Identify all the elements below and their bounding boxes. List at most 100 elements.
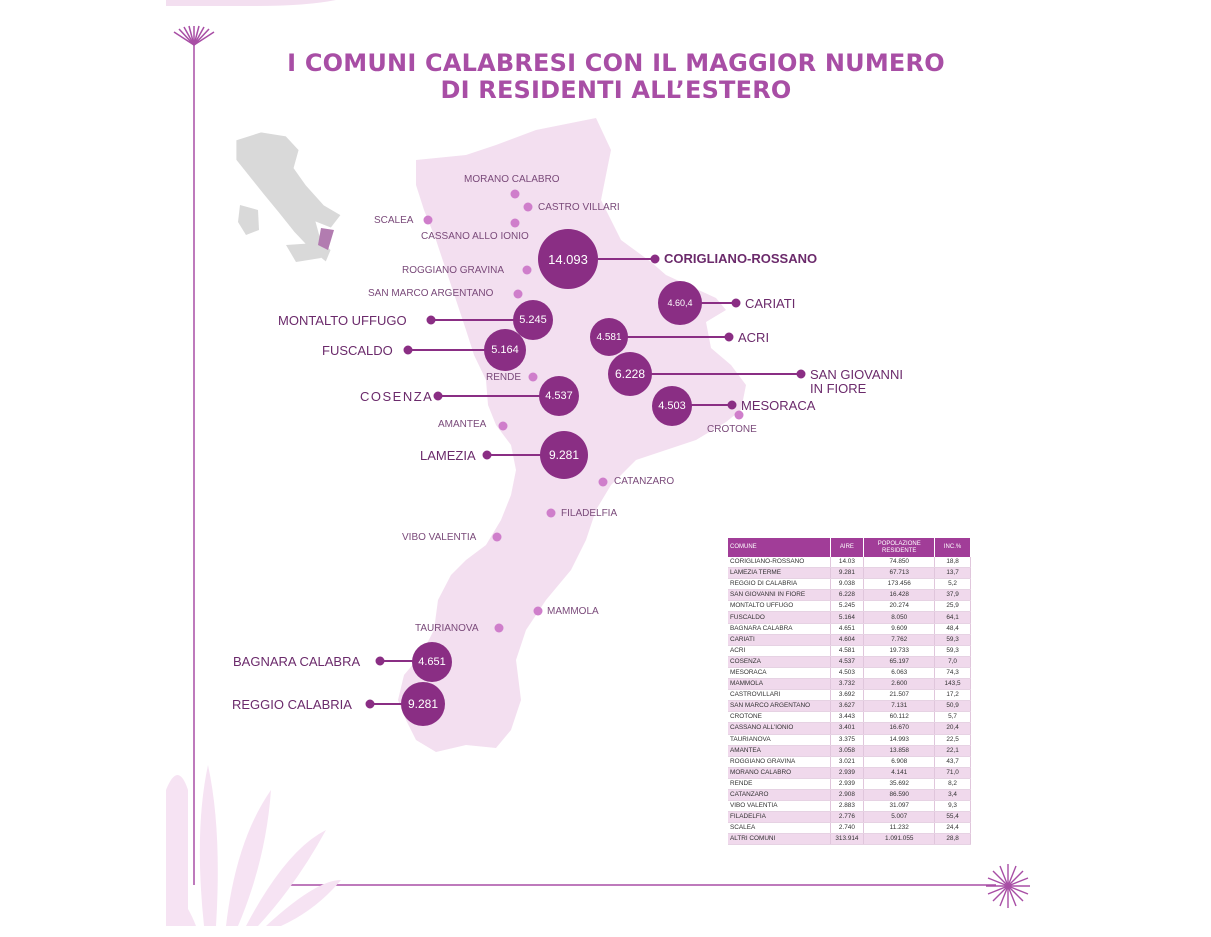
table-cell: 7.131	[863, 700, 936, 713]
place-label-vibo-valentia: VIBO VALENTIA	[402, 532, 477, 543]
table-cell: CATANZARO	[728, 789, 831, 802]
bubble-corigliano-rossano: 14.093	[538, 229, 598, 289]
table-row: LAMEZIA TERME 9.281 67.713 13,7	[728, 567, 971, 580]
table-cell: 5.245	[830, 600, 865, 613]
table-cell: 31.097	[863, 800, 936, 813]
table-cell: 48,4	[934, 623, 971, 635]
place-label-scalea: SCALEA	[374, 215, 414, 226]
bubble-bagnara-calabra: 4.651	[412, 642, 452, 682]
table-cell: 74,3	[934, 667, 971, 680]
place-label-rende: RENDE	[486, 372, 522, 383]
table-cell: 11.232	[863, 822, 936, 835]
table-cell: ACRI	[728, 645, 831, 657]
table-cell: SAN GIOVANNI IN FIORE	[728, 589, 831, 602]
table-row: MESORACA 4.503 6.063 74,3	[728, 667, 971, 680]
table-cell: 143,5	[934, 678, 971, 691]
place-label-acri: ACRI	[738, 330, 770, 345]
place-label-cassano-allo-ionio: CASSANO ALLO IONIO	[421, 231, 529, 242]
table-cell: 16.428	[863, 589, 936, 602]
table-cell: REGGIO DI CALABRIA	[728, 578, 831, 591]
place-label-crotone: CROTONE	[707, 424, 757, 435]
place-label-castro-villari: CASTRO VILLARI	[538, 202, 620, 213]
table-cell: 16.670	[863, 722, 936, 735]
table-cell: 18,8	[934, 557, 971, 569]
table-cell: 13,7	[934, 567, 971, 580]
table-cell: 3.021	[830, 756, 865, 768]
table-row: COSENZA 4.537 65.197 7,0	[728, 656, 971, 668]
table-cell: 65.197	[863, 656, 936, 668]
table-cell: 1.091.055	[863, 833, 936, 846]
table-cell: 2.908	[830, 789, 865, 802]
table-row: CARIATI 4.604 7.762 59,3	[728, 634, 971, 646]
table-row: AMANTEA 3.058 13.858 22,1	[728, 745, 971, 757]
table-cell: 59,3	[934, 645, 971, 657]
place-label-fuscaldo: FUSCALDO	[322, 343, 393, 358]
table-cell: 17,2	[934, 689, 971, 702]
table-cell: 14.03	[830, 557, 865, 569]
place-label-in-fiore: IN FIORE	[810, 381, 867, 396]
place-label-mesoraca: MESORACA	[741, 398, 816, 413]
table-row: SAN MARCO ARGENTANO 3.627 7.131 50,9	[728, 700, 971, 713]
table-cell: 6.228	[830, 589, 865, 602]
table-row: RENDE 2.939 35.692 8,2	[728, 778, 971, 790]
table-row: MONTALTO UFFUGO 5.245 20.274 25,9	[728, 600, 971, 613]
table-cell: FUSCALDO	[728, 611, 831, 624]
place-label-mammola: MAMMOLA	[547, 606, 599, 617]
table-cell: 9.281	[830, 567, 865, 580]
table-cell: 4.581	[830, 645, 865, 657]
table-cell: 35.692	[863, 778, 936, 790]
table-cell: 37,9	[934, 589, 971, 602]
bubble-acri: 4.581	[590, 318, 628, 356]
table-cell: VIBO VALENTIA	[728, 800, 831, 813]
table-cell: RENDE	[728, 778, 831, 790]
place-label-roggiano-gravina: ROGGIANO GRAVINA	[402, 265, 505, 276]
table-cell: SCALEA	[728, 822, 831, 835]
table-cell: 4.604	[830, 634, 865, 646]
table-row: ACRI 4.581 19.733 59,3	[728, 645, 971, 657]
table-cell: 25,9	[934, 600, 971, 613]
table-row: CORIGLIANO-ROSSANO 14.03 74.850 18,8	[728, 557, 971, 569]
table-cell: MESORACA	[728, 667, 831, 680]
table-cell: 3.443	[830, 711, 865, 724]
infographic-poster: I COMUNI CALABRESI CON IL MAGGIOR NUMERO…	[166, 0, 1066, 926]
table-cell: 3.401	[830, 722, 865, 735]
table-row: REGGIO DI CALABRIA 9.038 173.456 5,2	[728, 578, 971, 591]
table-cell: 60.112	[863, 711, 936, 724]
bubble-mesoraca: 4.503	[652, 386, 692, 426]
table-cell: 2.600	[863, 678, 936, 691]
table-cell: 67.713	[863, 567, 936, 580]
place-label-catanzaro: CATANZARO	[614, 476, 675, 487]
table-cell: MONTALTO UFFUGO	[728, 600, 831, 613]
bubble-cosenza: 4.537	[539, 376, 579, 416]
table-cell: 13.858	[863, 745, 936, 757]
table-row: FILADELFIA 2.776 5.007 55,4	[728, 811, 971, 824]
column-header-popolazione-residente: POPOLAZIONE RESIDENTE	[863, 538, 936, 557]
table-cell: 9.609	[863, 623, 936, 635]
table-row: ROGGIANO GRAVINA 3.021 6.908 43,7	[728, 756, 971, 768]
place-label-cosenza: COSENZA	[360, 389, 434, 404]
table-cell: 4.141	[863, 767, 936, 779]
table-cell: COSENZA	[728, 656, 831, 668]
table-cell: 64,1	[934, 611, 971, 624]
title-line-1: I COMUNI CALABRESI CON IL MAGGIOR NUMERO	[287, 49, 945, 77]
place-label-filadelfia: FILADELFIA	[561, 508, 618, 519]
table-cell: CORIGLIANO-ROSSANO	[728, 557, 831, 569]
table-cell: 2.939	[830, 778, 865, 790]
column-header-comune: COMUNE	[728, 538, 831, 557]
table-row: CASTROVILLARI 3.692 21.507 17,2	[728, 689, 971, 702]
table-row: CATANZARO 2.908 86.590 3,4	[728, 789, 971, 802]
table-cell: 5,7	[934, 711, 971, 724]
title-line-2: DI RESIDENTI ALL’ESTERO	[440, 76, 792, 104]
table-row: CASSANO ALL'IONIO 3.401 16.670 20,4	[728, 722, 971, 735]
place-label-lamezia: LAMEZIA	[420, 448, 476, 463]
table-cell: 19.733	[863, 645, 936, 657]
table-cell: 24,4	[934, 822, 971, 835]
table-cell: ALTRI COMUNI	[728, 833, 831, 846]
table-cell: 2.740	[830, 822, 865, 835]
table-cell: 71,0	[934, 767, 971, 779]
table-header-row: COMUNE AIRE POPOLAZIONE RESIDENTE INC.%	[728, 538, 971, 557]
table-cell: 3.627	[830, 700, 865, 713]
table-cell: 28,8	[934, 833, 971, 846]
table-cell: 22,1	[934, 745, 971, 757]
table-cell: 20.274	[863, 600, 936, 613]
